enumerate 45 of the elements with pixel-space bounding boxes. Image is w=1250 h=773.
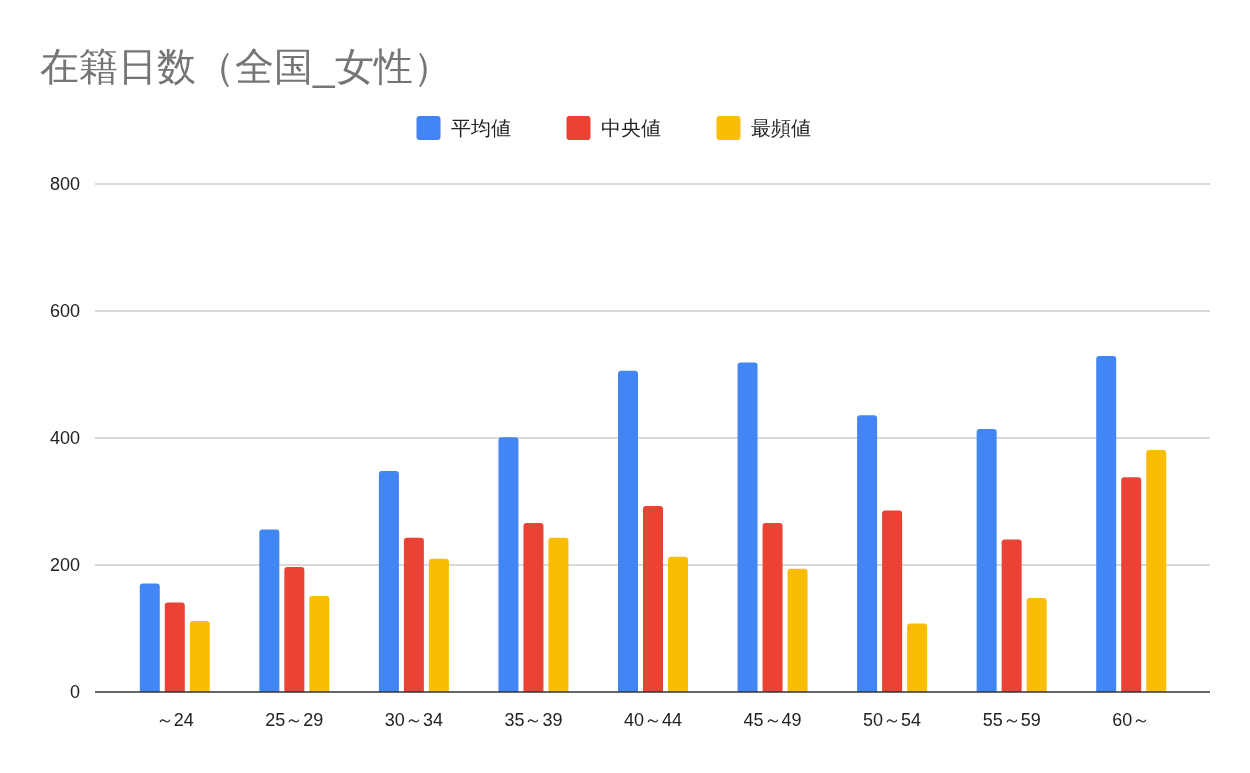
x-tick-label: 25～29 bbox=[265, 710, 324, 730]
y-tick-label: 600 bbox=[49, 301, 80, 321]
y-tick-label: 800 bbox=[49, 174, 80, 194]
bar bbox=[378, 471, 399, 692]
bar bbox=[668, 556, 688, 692]
bar bbox=[428, 558, 449, 692]
x-tick-label: 55～59 bbox=[982, 710, 1041, 730]
bar bbox=[737, 362, 758, 692]
x-tick-label: 50～54 bbox=[863, 710, 922, 730]
x-tick-label: 30～34 bbox=[384, 710, 443, 730]
bar bbox=[139, 583, 160, 692]
chart-title: 在籍日数（全国_女性） bbox=[40, 45, 452, 88]
bar bbox=[498, 437, 519, 692]
bar bbox=[762, 523, 783, 692]
legend-label: 中央値 bbox=[600, 117, 661, 139]
y-tick-label: 0 bbox=[69, 682, 80, 702]
x-tick-label: 40～44 bbox=[623, 710, 683, 730]
bar bbox=[857, 415, 878, 692]
bar bbox=[1001, 539, 1022, 692]
bar bbox=[284, 566, 305, 692]
x-tick-label: ～24 bbox=[155, 710, 194, 730]
bar bbox=[1026, 598, 1047, 692]
bar bbox=[618, 370, 638, 692]
bar bbox=[787, 568, 808, 692]
bar bbox=[259, 529, 280, 692]
bar bbox=[907, 623, 928, 692]
bar bbox=[1121, 477, 1142, 692]
bar bbox=[882, 510, 903, 692]
bar bbox=[189, 620, 210, 692]
x-tick-label: 60～ bbox=[1112, 710, 1151, 730]
x-tick-label: 35～39 bbox=[504, 710, 563, 730]
y-tick-label: 400 bbox=[49, 428, 80, 448]
bar bbox=[164, 602, 185, 692]
bar bbox=[1096, 356, 1117, 692]
y-tick-label: 200 bbox=[49, 555, 80, 575]
bar bbox=[976, 429, 997, 692]
legend-label: 平均値 bbox=[450, 117, 511, 139]
bar bbox=[1146, 450, 1167, 692]
bar bbox=[523, 523, 544, 692]
bar bbox=[643, 505, 663, 692]
bar bbox=[403, 537, 424, 692]
legend-label: 最頻値 bbox=[750, 117, 811, 139]
x-tick-label: 45～49 bbox=[743, 710, 802, 730]
bar bbox=[309, 596, 330, 692]
bar bbox=[548, 537, 569, 692]
